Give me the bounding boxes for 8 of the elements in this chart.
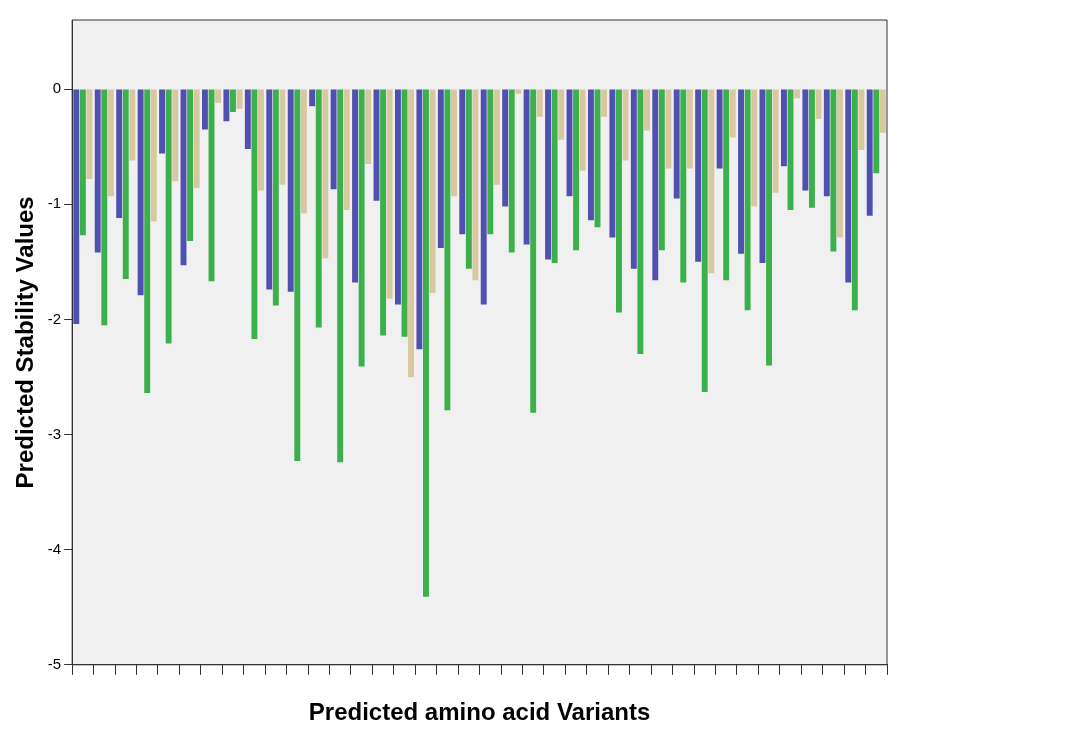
y-tick-label: -3 bbox=[47, 424, 62, 442]
y-axis-title: Predicted Stability Values bbox=[11, 196, 39, 489]
y-tick-label: 0 bbox=[52, 79, 62, 97]
y-tick-label: -1 bbox=[47, 194, 62, 212]
x-axis-title: Predicted amino acid Variants bbox=[308, 698, 651, 726]
y-tick-label: -5 bbox=[47, 654, 62, 672]
y-tick-label: -4 bbox=[47, 539, 62, 557]
y-tick-label: -2 bbox=[47, 309, 62, 327]
